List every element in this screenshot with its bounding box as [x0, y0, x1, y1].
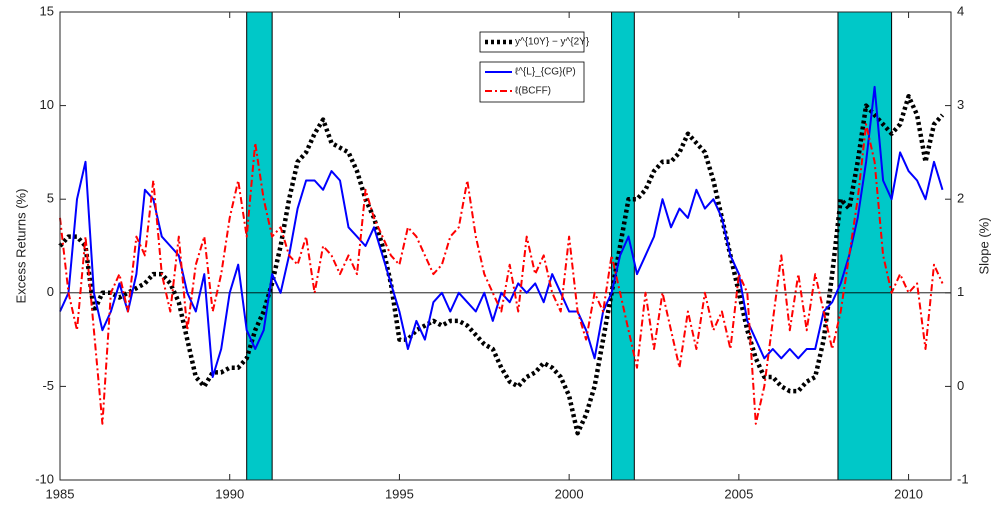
legend-box [479, 31, 585, 53]
y2-tick-label: 1 [957, 284, 964, 299]
recession-band [837, 11, 893, 481]
y2-tick-label: 3 [957, 97, 964, 112]
y2-axis-label: Slope (%) [976, 217, 991, 274]
series-line [58, 93, 945, 436]
x-tick-label: 2005 [724, 486, 753, 501]
y-tick-label: 5 [47, 191, 54, 206]
plot-frame [59, 11, 952, 481]
y2-tick-label: -1 [957, 471, 969, 486]
legend-box [479, 61, 585, 103]
recession-band [246, 11, 273, 481]
y-tick-label: 15 [40, 3, 54, 18]
y-axis-label: Excess Returns (%) [13, 189, 28, 304]
y-tick-label: 0 [47, 284, 54, 299]
legend-label: ℓ(BCFF) [515, 86, 551, 97]
legend-label: ℓ^{L}_{CG}(P) [515, 67, 576, 78]
y-tick-label: -5 [42, 378, 54, 393]
y2-tick-label: 0 [957, 378, 964, 393]
x-tick-label: 2000 [555, 486, 584, 501]
x-tick-label: 1985 [46, 486, 75, 501]
x-tick-label: 2010 [894, 486, 923, 501]
x-tick-label: 1995 [385, 486, 414, 501]
x-tick-label: 1990 [215, 486, 244, 501]
legend-label: y^{10Y} − y^{2Y} [515, 37, 590, 48]
y-tick-label: -10 [35, 471, 54, 486]
y-tick-label: 10 [40, 97, 54, 112]
series-line [59, 85, 944, 378]
y2-tick-label: 2 [957, 191, 964, 206]
y2-tick-label: 4 [957, 3, 964, 18]
series-line [59, 123, 944, 425]
